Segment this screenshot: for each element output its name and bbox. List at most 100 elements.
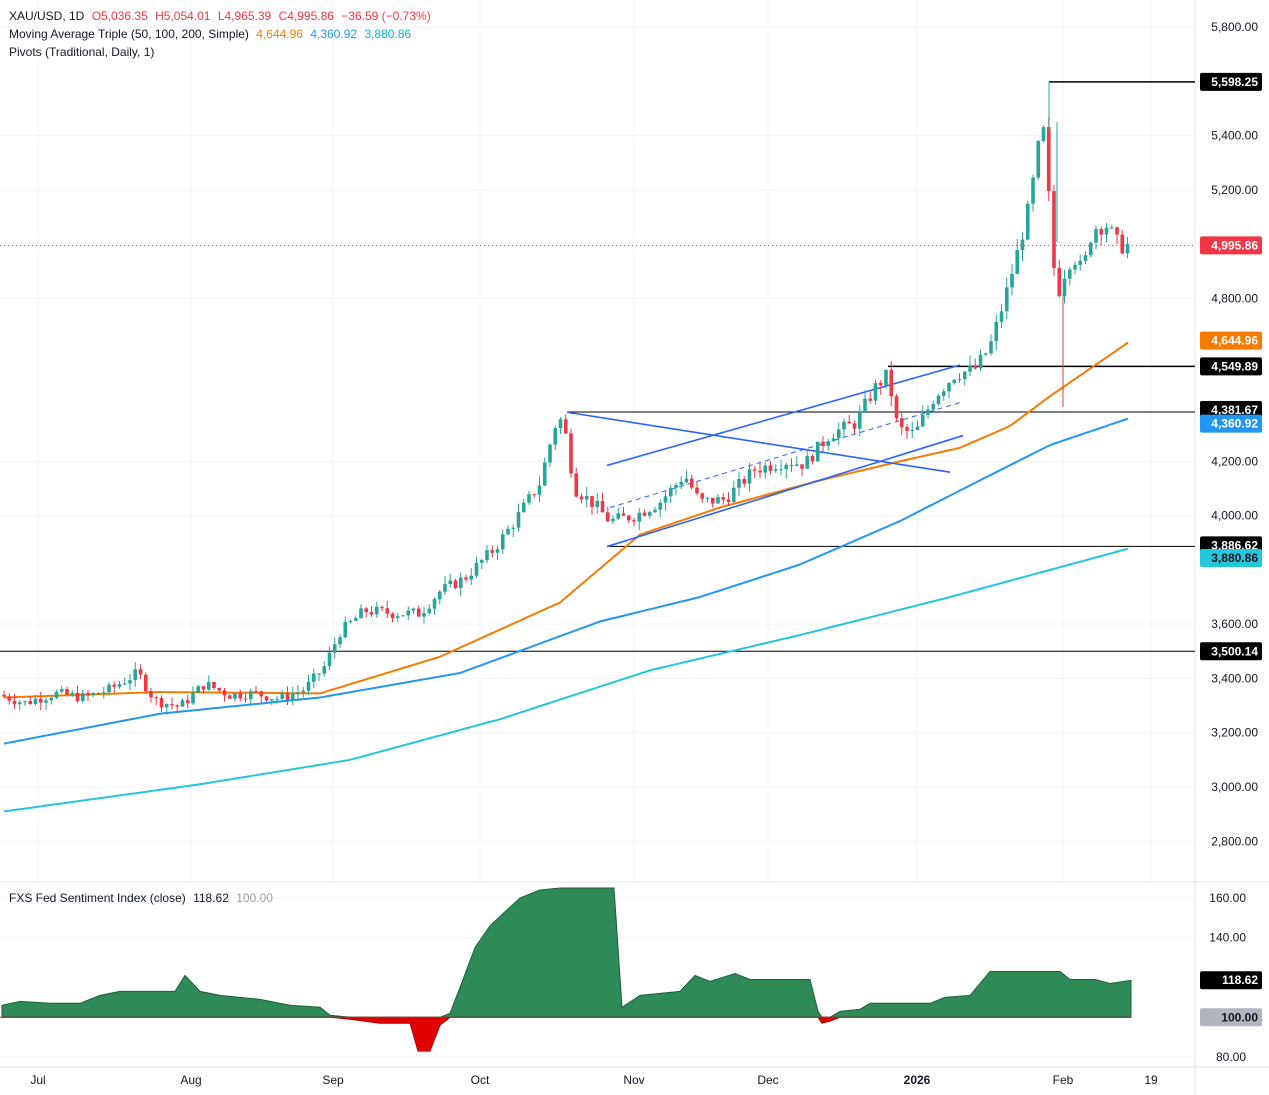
candle [306, 674, 311, 695]
candle [1020, 232, 1025, 262]
candle [584, 487, 589, 508]
candle [427, 604, 432, 616]
last-price-tag: 4,995.86 [1200, 236, 1262, 255]
indicator-tag-grey-bg [1200, 1008, 1262, 1027]
ma100-line[interactable] [3, 417, 1129, 745]
candle-body [264, 696, 269, 701]
candle [637, 507, 642, 531]
x-tick-label: Feb [1053, 1073, 1074, 1087]
price-tag-pivot-text: 3,886.62 [1211, 538, 1258, 552]
x-tick-label: Sep [322, 1073, 344, 1087]
candle [647, 510, 652, 519]
ma100-value: 4,360.92 [310, 27, 358, 41]
candle-body [569, 433, 573, 474]
price-tag-pivot: 4,381.67 [1200, 401, 1262, 420]
sentiment-positive-area[interactable] [1, 887, 1132, 1018]
open-value: O5,036.35 [91, 9, 148, 23]
candle-body [941, 391, 946, 396]
candle [642, 509, 647, 517]
candle-body [805, 456, 810, 469]
candle [17, 700, 22, 711]
candle-body [38, 698, 43, 703]
candle-body [1078, 260, 1083, 265]
candle-body [537, 485, 542, 495]
candle [185, 694, 190, 709]
candle-body [432, 599, 437, 609]
candle-body [642, 512, 647, 516]
candle [285, 686, 290, 706]
candle-body [317, 673, 321, 675]
candle-body [915, 426, 920, 430]
trendline[interactable] [609, 401, 964, 508]
candle-body [196, 686, 201, 693]
price-tag-pivot-bg [1200, 642, 1262, 661]
candle [259, 690, 264, 704]
candle-body [989, 341, 993, 354]
candle-body [1073, 264, 1077, 270]
candle [1057, 259, 1062, 298]
candle-body [973, 365, 978, 369]
candle [432, 597, 437, 615]
candle [44, 696, 48, 710]
trendline[interactable] [566, 411, 951, 473]
candle-body [584, 495, 589, 500]
candle [222, 688, 227, 702]
candle [794, 456, 799, 467]
candle-body [112, 684, 117, 687]
candle [542, 457, 547, 486]
x-tick-label: 19 [1144, 1073, 1158, 1087]
candle [910, 421, 915, 439]
candle [38, 691, 43, 711]
trendline[interactable] [606, 364, 961, 467]
candle-body [905, 427, 909, 431]
candle-body [947, 383, 951, 392]
candle [800, 464, 804, 476]
candle [117, 680, 122, 689]
candle-body [49, 697, 54, 701]
ma-title[interactable]: Moving Average Triple (50, 100, 200, Sim… [9, 27, 249, 41]
candle [154, 695, 159, 706]
candle [805, 449, 810, 469]
candle-body [411, 608, 416, 611]
candle-body [1099, 229, 1104, 235]
indicator-title[interactable]: FXS Fed Sentiment Index (close) [9, 891, 186, 905]
candle-body [889, 369, 894, 397]
candle-body [668, 487, 673, 497]
candle-body [695, 487, 699, 494]
candle-body [742, 478, 747, 484]
candle [962, 370, 967, 386]
candle-body [91, 693, 96, 696]
candle [978, 349, 983, 371]
y-tick-label: 3,200.00 [1211, 726, 1258, 740]
candle-body [821, 441, 825, 447]
candle-body [23, 701, 27, 703]
trendline[interactable] [606, 434, 964, 548]
candle [343, 616, 348, 639]
candle [437, 589, 442, 605]
candle-body [1109, 227, 1114, 229]
candle-body [107, 684, 111, 693]
pivots-title[interactable]: Pivots (Traditional, Daily, 1) [9, 45, 155, 59]
candle-body [721, 497, 726, 500]
x-tick-label: Dec [757, 1073, 778, 1087]
candle-body [1057, 267, 1062, 296]
symbol-label[interactable]: XAU/USD, 1D [9, 9, 85, 23]
candle-body [222, 690, 227, 696]
candle [254, 686, 258, 694]
time-axis: Jul Aug Sep Oct Nov Dec 2026 Feb 19 [30, 1073, 1158, 1087]
ma50-line[interactable] [3, 341, 1129, 699]
candle-body [28, 701, 33, 705]
candle-body [705, 497, 710, 499]
candle [905, 424, 909, 439]
price-axis: 2,800.00 3,000.00 3,200.00 3,400.00 3,600.00… [1209, 20, 1258, 1064]
ma200-line[interactable] [3, 547, 1129, 813]
indicator-tag-grey: 100.00 [1200, 1008, 1262, 1027]
candle [1067, 267, 1072, 286]
candle [380, 605, 384, 612]
candle [511, 524, 516, 538]
candle [1078, 254, 1083, 271]
candle-body [542, 462, 547, 486]
candle-body [1094, 229, 1098, 243]
candle [716, 494, 720, 504]
